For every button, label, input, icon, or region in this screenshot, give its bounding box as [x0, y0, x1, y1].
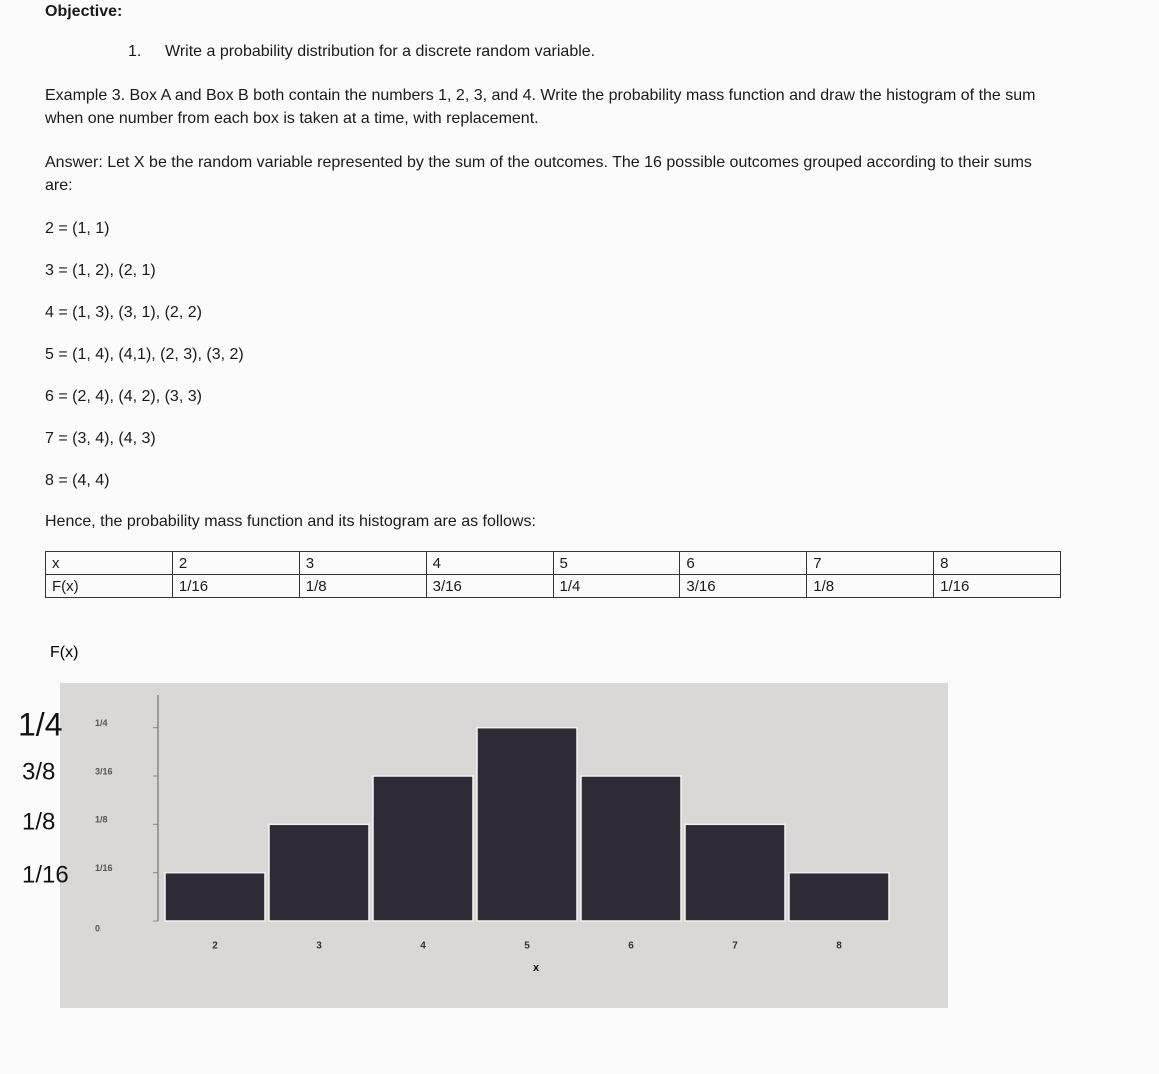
handwritten-label: 1/4: [18, 706, 62, 742]
handwritten-label: 1/16: [22, 861, 69, 888]
x-axis-label: x: [533, 962, 540, 974]
outcome: 4 = (1, 3), (3, 1), (2, 2): [45, 304, 202, 321]
outcome: 3 = (1, 2), (2, 1): [45, 262, 156, 279]
bar: [684, 823, 786, 922]
table-cell: 1/8: [806, 574, 935, 598]
y-tick-label: 3/16: [95, 766, 113, 776]
bar: [372, 775, 474, 922]
x-tick-label: 4: [420, 941, 426, 952]
objective-number: 1.: [128, 43, 142, 60]
table-cell: 1/4: [552, 574, 681, 598]
table-row: F(x) 1/16 1/8 3/16 1/4 3/16 1/8 1/16: [45, 574, 1061, 598]
y-tick-label: 1/4: [95, 718, 108, 728]
table-cell: 1/16: [171, 574, 300, 598]
y-tick-label: 0: [95, 923, 100, 933]
table-cell: 1/16: [933, 574, 1061, 598]
table-cell: 8: [933, 551, 1061, 575]
handwritten-label: 3/8: [22, 758, 55, 785]
outcome: 7 = (3, 4), (4, 3): [45, 430, 156, 447]
pmf-table: x 2 3 4 5 6 7 8 F(x) 1/16 1/8 3/16 1/4 3/16 1/8 1/16: [45, 551, 1061, 598]
x-tick-label: 2: [212, 941, 218, 952]
table-cell: F(x): [45, 574, 173, 598]
bar: [476, 726, 578, 922]
x-tick-label: 8: [836, 941, 842, 952]
answer: Answer: Let X be the random variable rep…: [45, 154, 1032, 194]
outcome: 2 = (1, 1): [45, 220, 110, 237]
x-tick-label: 3: [316, 941, 322, 952]
handwritten-label: 1/8: [22, 808, 55, 835]
y-tick-label: 1/16: [95, 863, 113, 873]
table-cell: 3/16: [679, 574, 808, 598]
conclusion: Hence, the probability mass function and…: [45, 513, 536, 530]
outcome: 6 = (2, 4), (4, 2), (3, 3): [45, 388, 202, 405]
heading: Objective:: [45, 3, 123, 20]
table-cell: x: [45, 551, 173, 575]
table-cell: 3: [298, 551, 427, 575]
x-tick-label: 6: [628, 941, 634, 952]
x-tick-label: 7: [732, 941, 738, 952]
table-cell: 1/8: [298, 574, 427, 598]
table-cell: 3/16: [425, 574, 554, 598]
table-cell: 4: [425, 551, 554, 575]
outcome: 5 = (1, 4), (4,1), (2, 3), (3, 2): [45, 346, 244, 363]
y-axis-label: F(x): [50, 644, 78, 661]
x-tick-label: 5: [524, 941, 530, 952]
bar: [164, 871, 266, 922]
y-tick-label: 1/8: [95, 815, 108, 825]
bar: [580, 775, 682, 922]
objective-text: Write a probability distribution for a d…: [165, 43, 596, 60]
bar: [268, 823, 370, 922]
outcome: 8 = (4, 4): [45, 472, 110, 489]
bar: [788, 871, 890, 922]
example: Example 3. Box A and Box B both contain …: [45, 87, 1036, 127]
